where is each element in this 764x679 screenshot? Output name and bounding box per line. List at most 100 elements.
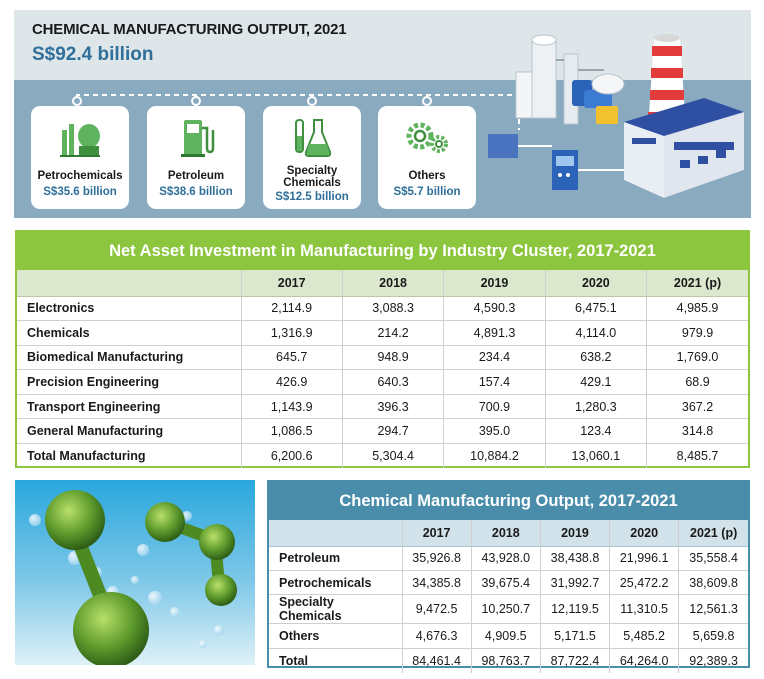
investment-grid: 2017 2018 2019 2020 2021 (p) Electronics…	[17, 270, 748, 469]
table-cell: 68.9	[646, 369, 748, 395]
card-value: S$35.6 billion	[43, 186, 117, 198]
header-cell: 2019	[539, 520, 610, 547]
output-grid: 2017 2018 2019 2020 2021 (p) Petroleum 3…	[269, 520, 748, 673]
table-cell: 4,676.3	[401, 623, 472, 649]
blue-tanks	[572, 73, 625, 108]
petrochemical-tanks-icon	[60, 124, 100, 157]
header-cell: 2020	[609, 520, 679, 547]
table-row: Others 4,676.3 4,909.5 5,171.5 5,485.2 5…	[269, 623, 748, 649]
row-label: Precision Engineering	[17, 369, 241, 395]
table-cell: 10,250.7	[470, 594, 541, 625]
row-label: Electronics	[17, 296, 241, 322]
table-cell: 4,891.3	[443, 320, 546, 346]
table-cell: 2,114.9	[240, 296, 343, 322]
header-cell: 2021 (p)	[678, 520, 748, 547]
yellow-machine	[596, 106, 618, 124]
table-cell: 4,590.3	[443, 296, 546, 322]
table-total-row: Total Manufacturing 6,200.6 5,304.4 10,8…	[17, 443, 748, 469]
row-label: Total	[279, 653, 308, 668]
table-cell: 13,060.1	[544, 443, 647, 469]
table-cell: 1,769.0	[646, 345, 748, 371]
table-cell: 87,722.4	[539, 648, 610, 673]
table-cell: 98,763.7	[470, 648, 541, 673]
row-label: Others	[269, 623, 402, 649]
banner-total-value: S$92.4 billion	[32, 44, 154, 65]
card-label: Others	[408, 170, 446, 182]
header-cell	[269, 520, 402, 547]
card-label: Petroleum	[167, 170, 225, 182]
table-cell: 314.8	[646, 418, 748, 445]
table-cell: 35,926.8	[401, 546, 472, 571]
control-panel	[552, 150, 578, 190]
table-cell: 396.3	[341, 394, 444, 420]
table-cell: 5,304.4	[341, 443, 444, 469]
distillation-columns	[515, 34, 604, 125]
table-row: Electronics 2,114.9 3,088.3 4,590.3 6,47…	[17, 296, 748, 322]
table-cell: 234.4	[443, 345, 546, 371]
row-label: Petrochemicals	[269, 570, 402, 596]
table-cell: 429.1	[544, 369, 647, 395]
card-specialty-chemicals: Specialty Chemicals S$12.5 billion	[263, 106, 361, 209]
investment-table: Net Asset Investment in Manufacturing by…	[15, 230, 750, 469]
table-header-row: 2017 2018 2019 2020 2021 (p)	[269, 520, 748, 547]
green-molecule-illustration	[29, 490, 237, 665]
table-cell: 4,909.5	[470, 623, 541, 649]
table-cell: 25,472.2	[609, 570, 679, 596]
output-table: Chemical Manufacturing Output, 2017-2021…	[267, 480, 750, 673]
card-petrochemicals: Petrochemicals S$35.6 billion	[31, 106, 129, 209]
flask-icon	[295, 119, 332, 157]
table-cell: 34,385.8	[401, 570, 472, 596]
table-cell: 640.3	[341, 369, 444, 395]
card-label: Specialty Chemicals	[283, 165, 341, 189]
card-petroleum: Petroleum S$38.6 billion	[147, 106, 245, 209]
output-banner: CHEMICAL MANUFACTURING OUTPUT, 2021 S$92…	[14, 10, 751, 218]
table-cell: 6,200.6	[240, 443, 343, 469]
table-cell: 5,485.2	[609, 623, 679, 649]
header-cell: 2017	[401, 520, 472, 547]
header-cell: 2018	[470, 520, 541, 547]
card-value: S$38.6 billion	[159, 186, 233, 198]
card-value: S$5.7 billion	[393, 186, 461, 198]
table-cell: 4,985.9	[646, 296, 748, 322]
table-row: Petroleum 35,926.8 43,928.0 38,438.8 21,…	[269, 546, 748, 571]
factory-building	[624, 98, 744, 198]
table-total-row: Total 84,461.4 98,763.7 87,722.4 64,264.…	[269, 648, 748, 673]
row-label: Petroleum	[269, 546, 402, 571]
header-cell: 2021 (p)	[646, 270, 748, 297]
table-cell: 12,561.3	[678, 594, 748, 625]
table-cell: 214.2	[341, 320, 444, 346]
row-label: Chemicals	[17, 320, 241, 346]
table-cell: 12,119.5	[539, 594, 610, 625]
moss-molecule	[45, 490, 237, 665]
header-cell: 2017	[240, 270, 343, 297]
table-cell: 979.9	[646, 320, 748, 346]
card-others: Others S$5.7 billion	[378, 106, 476, 209]
table-cell: 3,088.3	[341, 296, 444, 322]
table-cell: 700.9	[443, 394, 546, 420]
table-row: Chemicals 1,316.9 214.2 4,891.3 4,114.0 …	[17, 320, 748, 346]
table-cell: 1,316.9	[240, 320, 343, 346]
row-label: Specialty Chemicals	[269, 594, 402, 625]
table-cell: 31,992.7	[539, 570, 610, 596]
table-cell: 4,114.0	[544, 320, 647, 346]
table-cell: 64,264.0	[609, 648, 679, 673]
table-cell: 638.2	[544, 345, 647, 371]
table-cell: 10,884.2	[443, 443, 546, 469]
table-cell: 157.4	[443, 369, 546, 395]
table-cell: 38,609.8	[678, 570, 748, 596]
table-cell: 1,143.9	[240, 394, 343, 420]
table-cell: 43,928.0	[470, 546, 541, 571]
table-cell: 5,171.5	[539, 623, 610, 649]
gears-icon	[406, 122, 448, 153]
investment-table-title: Net Asset Investment in Manufacturing by…	[17, 232, 748, 270]
molecule-photo	[15, 480, 255, 665]
table-row: Petrochemicals 34,385.8 39,675.4 31,992.…	[269, 570, 748, 596]
output-table-title: Chemical Manufacturing Output, 2017-2021	[269, 482, 748, 520]
banner-title: CHEMICAL MANUFACTURING OUTPUT, 2021	[32, 21, 347, 38]
table-cell: 6,475.1	[544, 296, 647, 322]
banner-top-band	[14, 10, 751, 80]
table-cell: 294.7	[341, 418, 444, 445]
table-cell: 11,310.5	[609, 594, 679, 625]
table-cell: 35,558.4	[678, 546, 748, 571]
table-row: Transport Engineering 1,143.9 396.3 700.…	[17, 394, 748, 420]
